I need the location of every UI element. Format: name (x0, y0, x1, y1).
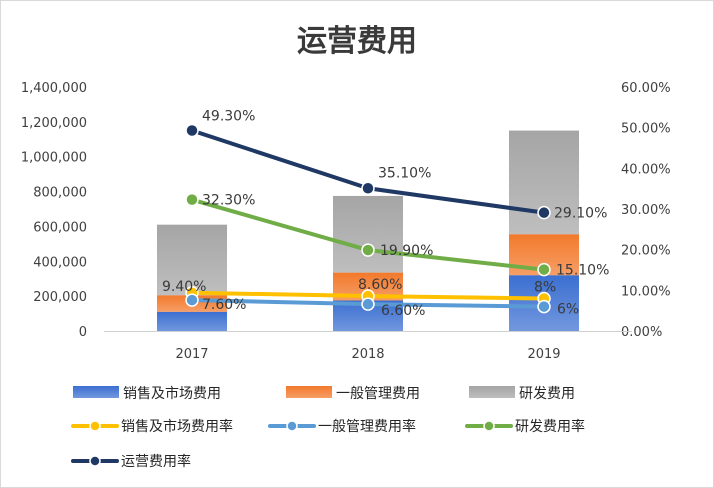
x-axis-tick-label: 2017 (175, 347, 208, 362)
chart-title: 运营费用 (297, 24, 417, 59)
data-label: 7.60% (202, 297, 246, 313)
legend-swatch (469, 386, 515, 398)
data-label: 8% (534, 279, 556, 295)
left-axis-tick-label: 600,000 (33, 220, 87, 235)
data-label: 15.10% (556, 263, 609, 279)
left-axis-tick-label: 800,000 (33, 186, 87, 201)
data-label: 35.10% (378, 165, 431, 181)
stacked-bar-segment (157, 311, 227, 331)
stacked-bar-segment (157, 224, 227, 296)
x-axis-tick-label: 2019 (527, 347, 560, 362)
line-point-marker (361, 243, 375, 257)
right-axis-tick-label: 20.00% (621, 244, 671, 259)
legend-label: 运营费用率 (121, 453, 191, 470)
data-label: 8.60% (358, 277, 402, 293)
x-axis-tick-label: 2018 (351, 347, 384, 362)
legend-label: 销售及市场费用 (123, 385, 221, 402)
x-axis: 2017 2018 2019 (104, 331, 632, 362)
data-labels-group: 9.40% 8.60% 8% 7.60% 6.60% 6% 32.30% 19.90% 15.1… (162, 109, 609, 320)
right-axis-tick-label: 50.00% (621, 122, 671, 137)
legend-marker (89, 420, 101, 432)
left-axis-tick-label: 0 (79, 325, 87, 340)
data-label: 49.30% (202, 109, 255, 125)
legend-label: 一般管理费用 (336, 386, 420, 402)
line-point-marker (185, 293, 199, 307)
right-axis-tick-label: 30.00% (621, 203, 671, 218)
right-y-axis: 0.00% 10.00% 20.00% 30.00% 40.00% 50.00% 60.00… (621, 81, 671, 340)
legend-swatch (73, 386, 119, 398)
legend-label: 一般管理费用率 (318, 418, 416, 435)
line-point-marker (185, 192, 199, 207)
legend-swatch (286, 386, 332, 398)
line-point-marker (361, 181, 375, 196)
stacked-bar-segment (333, 195, 403, 273)
right-axis-tick-label: 60.00% (621, 81, 671, 96)
data-label: 9.40% (162, 279, 206, 295)
data-label: 32.30% (202, 193, 255, 209)
left-axis-tick-label: 1,200,000 (21, 116, 87, 131)
left-axis-tick-label: 1,000,000 (21, 151, 87, 166)
left-axis-tick-label: 1,400,000 (21, 81, 87, 96)
right-axis-tick-label: 0.00% (621, 325, 662, 340)
legend-label: 销售及市场费用率 (121, 418, 233, 435)
legend-marker (89, 455, 101, 467)
left-y-axis: 0 200,000 400,000 600,000 800,000 1,000,000 1,… (21, 81, 87, 340)
line-point-marker (537, 299, 551, 314)
legend-marker (483, 420, 495, 432)
data-label: 29.10% (554, 206, 607, 222)
line-point-marker (537, 205, 551, 220)
legend-marker (286, 420, 298, 432)
data-label: 19.90% (380, 243, 433, 259)
legend-label: 研发费用率 (515, 418, 585, 435)
line-series-group (185, 123, 551, 314)
data-label: 6.60% (381, 303, 425, 319)
right-axis-tick-label: 40.00% (621, 162, 671, 177)
right-axis-tick-label: 10.00% (621, 284, 671, 299)
left-axis-tick-label: 400,000 (33, 255, 87, 270)
legend-label: 研发费用 (519, 386, 575, 402)
line-point-marker (361, 297, 375, 311)
line-point-marker (537, 262, 551, 277)
data-label: 6% (557, 302, 579, 318)
left-axis-tick-label: 200,000 (33, 290, 87, 305)
line-point-marker (185, 123, 199, 138)
